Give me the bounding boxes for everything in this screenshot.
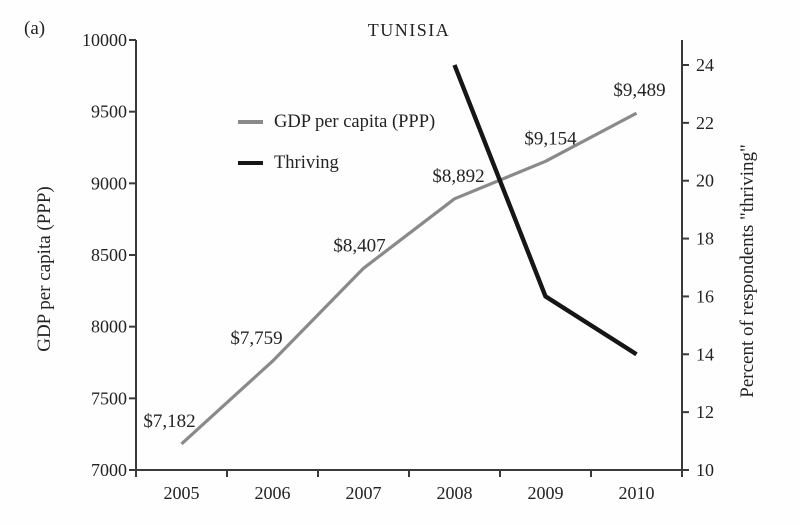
data-point-label: $7,759 <box>230 328 282 349</box>
data-point-label: $8,407 <box>333 235 385 256</box>
data-point-label: $9,489 <box>613 80 665 101</box>
right-tick-label: 22 <box>696 113 714 133</box>
right-tick-label: 12 <box>696 402 714 422</box>
right-tick-label: 16 <box>696 286 714 306</box>
chart-title: TUNISIA <box>367 20 451 40</box>
legend-label-gdp: GDP per capita (PPP) <box>274 111 436 132</box>
left-tick-label: 7500 <box>91 388 127 408</box>
left-tick-label: 10000 <box>82 30 127 50</box>
x-tick-label: 2006 <box>255 483 291 503</box>
gdp-line <box>180 111 638 446</box>
x-tick-label: 2005 <box>164 483 200 503</box>
left-tick-label: 8000 <box>91 317 127 337</box>
x-tick-label: 2009 <box>528 483 564 503</box>
left-tick-label: 8500 <box>91 245 127 265</box>
right-tick-label: 20 <box>696 171 714 191</box>
x-tick-label: 2007 <box>346 483 382 503</box>
data-point-label: $8,892 <box>432 166 484 187</box>
data-point-label: $9,154 <box>524 128 577 149</box>
data-point-label: $7,182 <box>143 411 195 432</box>
right-tick-label: 24 <box>696 55 714 75</box>
right-tick-label: 14 <box>696 344 714 364</box>
right-tick-label: 10 <box>696 460 714 480</box>
thriving-line-swatch <box>238 160 263 166</box>
legend-item-thriving: Thriving <box>238 153 435 173</box>
left-tick-label: 9500 <box>91 102 127 122</box>
left-tick-label: 7000 <box>91 460 127 480</box>
thriving-line <box>452 64 638 357</box>
legend: GDP per capita (PPP) Thriving <box>238 112 435 194</box>
legend-item-gdp: GDP per capita (PPP) <box>238 112 435 132</box>
x-tick-label: 2008 <box>437 483 473 503</box>
gdp-line-swatch <box>238 120 263 124</box>
figure-label: (a) <box>24 18 46 39</box>
right-tick-label: 18 <box>696 229 714 249</box>
legend-label-thriving: Thriving <box>274 152 339 173</box>
left-tick-label: 9000 <box>91 173 127 193</box>
x-tick-label: 2010 <box>619 483 655 503</box>
